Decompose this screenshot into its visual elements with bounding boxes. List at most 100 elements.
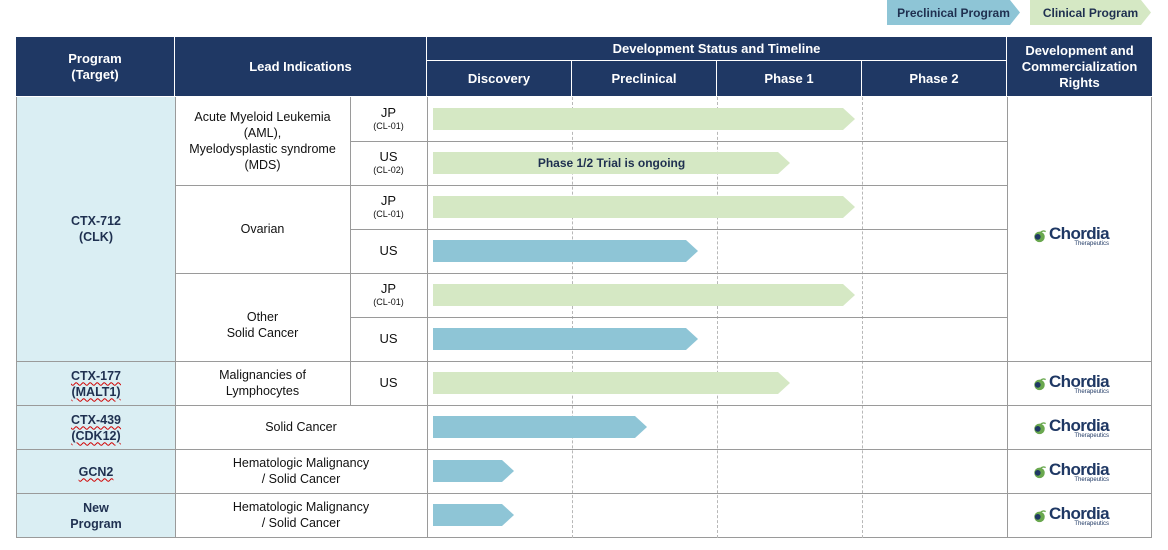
indication-solid-cancer: Solid Cancer <box>175 405 427 449</box>
chordia-mark-icon <box>1034 510 1047 523</box>
grid-line <box>350 229 1007 230</box>
indication-line: Hematologic Malignancy <box>232 456 370 470</box>
stage-label: Phase 1 <box>764 70 814 86</box>
legend-preclinical: Preclinical Program <box>887 0 1020 25</box>
bar-clinical <box>433 196 855 218</box>
region-code: (CL-01) <box>373 209 404 219</box>
region-name: US <box>379 331 398 346</box>
logo-tagline: Therapeutics <box>1074 389 1110 395</box>
logo-name: Chordia <box>1049 372 1110 391</box>
bar-label: Phase 1/2 Trial is ongoing <box>537 156 686 170</box>
bar-preclinical <box>433 328 698 350</box>
bar-clinical <box>433 108 855 130</box>
header-rights-line3: Rights <box>1059 74 1100 90</box>
indication-line: Solid Cancer <box>265 420 337 434</box>
legend-preclinical-label: Preclinical Program <box>897 5 1010 20</box>
chordia-logo: Chordia Therapeutics <box>1032 460 1110 483</box>
region-name: US <box>379 243 398 258</box>
stage-label: Discovery <box>467 70 531 86</box>
grid-line <box>175 273 1007 274</box>
header-stage-discovery: Discovery <box>427 61 572 97</box>
indication-line: / Solid Cancer <box>261 472 341 486</box>
bar-preclinical <box>433 504 514 526</box>
chordia-logo: Chordia Therapeutics <box>1032 504 1110 527</box>
logo-name: Chordia <box>1049 460 1110 479</box>
indication-line: (AML), <box>243 126 282 140</box>
indication-heme-solid-2: Hematologic Malignancy / Solid Cancer <box>175 493 427 537</box>
header-rights: Development and Commercialization Rights <box>1007 37 1152 97</box>
grid-line <box>350 141 1007 142</box>
stage-label: Preclinical <box>611 70 677 86</box>
bar-preclinical <box>433 416 647 438</box>
region-code: (CL-01) <box>373 121 404 131</box>
chordia-logo: Chordia Therapeutics <box>1032 372 1110 395</box>
logo-tagline: Therapeutics <box>1074 241 1110 247</box>
program-target: (CDK12) <box>71 428 121 443</box>
header-rights-line1: Development and <box>1025 42 1134 58</box>
indication-heme-solid-1: Hematologic Malignancy / Solid Cancer <box>175 449 427 493</box>
indication-line: Hematologic Malignancy <box>232 500 370 514</box>
region-name: JP <box>380 105 397 120</box>
indication-line: Solid Cancer <box>226 326 299 340</box>
header-rights-line2: Commercialization <box>1021 58 1138 74</box>
indication-aml-mds: Acute Myeloid Leukemia (AML), Myelodyspl… <box>175 97 350 185</box>
chordia-mark-icon <box>1034 378 1047 391</box>
grid-line <box>1007 97 1008 538</box>
header-stage-phase1: Phase 1 <box>717 61 862 97</box>
chordia-logo: Chordia Therapeutics <box>1032 224 1110 247</box>
header-lead-indications: Lead Indications <box>175 37 427 97</box>
indication-line: (MDS) <box>244 158 281 172</box>
chordia-mark-icon <box>1034 422 1047 435</box>
bar-clinical: Phase 1/2 Trial is ongoing <box>433 152 790 174</box>
header-stage-preclinical: Preclinical <box>572 61 717 97</box>
grid-line <box>175 97 176 538</box>
region-cell: JP (CL-01) <box>350 273 427 317</box>
header-program-line1: Program <box>68 50 122 66</box>
grid-line <box>350 317 1007 318</box>
header-lead-indications-label: Lead Indications <box>249 58 352 74</box>
program-new: New Program <box>17 494 175 537</box>
indication-line: Malignancies of <box>219 368 306 382</box>
program-ctx439: CTX-439 (CDK12) <box>17 406 175 449</box>
indication-lymphocytes: Malignancies of Lymphocytes <box>175 361 350 405</box>
header-program: Program (Target) <box>16 37 175 97</box>
region-code: (CL-02) <box>373 165 404 175</box>
logo-tagline: Therapeutics <box>1074 521 1110 527</box>
grid-line <box>16 361 1152 362</box>
chordia-logo: Chordia Therapeutics <box>1032 416 1110 439</box>
logo-name: Chordia <box>1049 224 1110 243</box>
stage-label: Phase 2 <box>909 70 959 86</box>
program-target: (CLK) <box>78 230 113 244</box>
region-cell: US <box>350 317 427 361</box>
region-name: JP <box>380 193 397 208</box>
program-name: GCN2 <box>78 464 114 479</box>
logo-tagline: Therapeutics <box>1074 477 1110 483</box>
program-name: CTX-177 <box>70 368 122 383</box>
program-name: CTX-439 <box>70 412 122 427</box>
region-cell: US (CL-02) <box>350 141 427 185</box>
region-cell: JP (CL-01) <box>350 97 427 141</box>
header-program-line2: (Target) <box>71 66 119 82</box>
header-stage-phase2: Phase 2 <box>862 61 1007 97</box>
grid-line <box>16 405 1152 406</box>
chordia-mark-icon <box>1034 466 1047 479</box>
grid-line <box>350 97 351 405</box>
logo-name: Chordia <box>1049 504 1110 523</box>
program-ctx177: CTX-177 (MALT1) <box>17 362 175 405</box>
indication-other-solid: Other Solid Cancer <box>175 273 350 377</box>
grid-line <box>175 185 1007 186</box>
indication-ovarian: Ovarian <box>175 185 350 273</box>
program-gcn2: GCN2 <box>17 450 175 493</box>
program-name: New <box>83 500 109 515</box>
legend-clinical-label: Clinical Program <box>1042 5 1139 20</box>
indication-line: Other <box>246 310 279 324</box>
bar-preclinical <box>433 460 514 482</box>
header-timeline: Development Status and Timeline <box>427 37 1007 61</box>
grid-line <box>16 449 1152 450</box>
indication-line: Acute Myeloid Leukemia <box>194 110 331 124</box>
indication-line: / Solid Cancer <box>261 516 341 530</box>
bar-clinical <box>433 372 790 394</box>
logo-name: Chordia <box>1049 416 1110 435</box>
region-cell: US <box>350 361 427 405</box>
indication-line: Myelodysplastic syndrome <box>189 142 336 156</box>
